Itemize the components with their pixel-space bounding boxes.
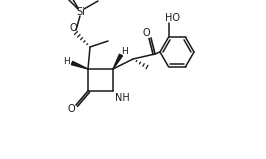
Polygon shape bbox=[113, 54, 123, 69]
Text: Si: Si bbox=[77, 7, 85, 17]
Text: HO: HO bbox=[165, 13, 180, 23]
Text: O: O bbox=[69, 23, 77, 33]
Polygon shape bbox=[71, 61, 88, 69]
Text: H: H bbox=[64, 58, 70, 66]
Text: O: O bbox=[142, 28, 150, 38]
Text: H: H bbox=[120, 48, 127, 56]
Text: NH: NH bbox=[115, 93, 130, 103]
Text: O: O bbox=[67, 104, 75, 114]
